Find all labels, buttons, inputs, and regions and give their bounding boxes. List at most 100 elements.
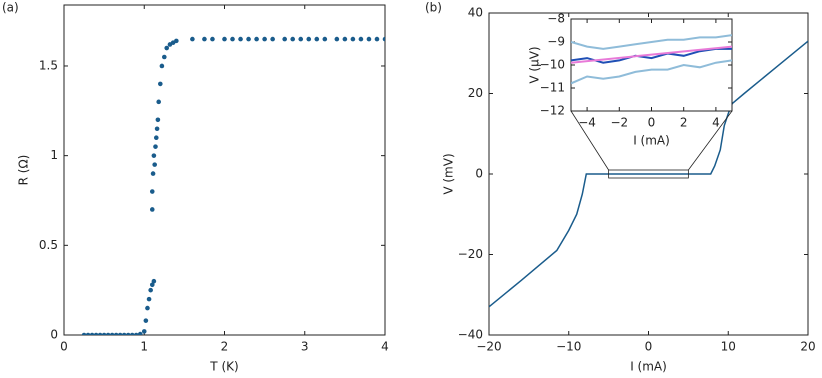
y-tick-label: −11	[540, 81, 565, 95]
y-tick-label: −12	[540, 104, 565, 118]
zoom-box	[608, 169, 689, 179]
data-point	[121, 332, 127, 335]
data-point	[155, 117, 161, 123]
data-point	[158, 81, 163, 87]
x-axis-label: I (mA)	[633, 134, 670, 148]
data-point	[374, 36, 380, 42]
y-tick-label: −8	[547, 12, 565, 26]
y-tick-label: 0	[475, 167, 483, 181]
x-tick-label: 10	[721, 340, 736, 354]
data-point	[306, 36, 312, 42]
data-line	[571, 47, 732, 64]
zoom-connector	[688, 110, 733, 171]
data-point	[81, 332, 87, 335]
data-point	[202, 36, 207, 42]
x-tick-label: 20	[800, 340, 815, 354]
data-point	[350, 36, 356, 42]
data-point	[143, 318, 149, 323]
x-tick-label: 0	[645, 340, 653, 354]
y-axis-label: V (μV)	[528, 46, 542, 83]
data-point	[190, 36, 195, 42]
data-point	[342, 36, 348, 42]
data-point	[246, 36, 251, 42]
x-tick-label: 0	[648, 116, 656, 130]
data-point	[137, 331, 143, 335]
data-point	[153, 144, 158, 149]
plot-area	[63, 4, 386, 336]
data-point	[85, 332, 91, 335]
data-point	[282, 36, 287, 42]
data-point	[366, 36, 372, 42]
data-point	[129, 332, 135, 335]
data-point	[314, 36, 320, 42]
data-point	[93, 332, 99, 335]
data-point	[159, 63, 165, 69]
x-tick-label: 2	[680, 116, 688, 130]
data-point	[382, 36, 385, 42]
data-point	[141, 329, 147, 334]
panel-label: (b)	[425, 1, 442, 15]
y-tick-label: −20	[458, 247, 483, 261]
data-point	[150, 171, 156, 176]
data-point	[105, 332, 111, 335]
y-tick-label: −9	[547, 35, 565, 49]
y-tick-label: 1	[50, 148, 58, 162]
data-point	[222, 36, 227, 42]
data-point	[101, 332, 107, 335]
zoom-connector	[570, 110, 609, 171]
y-tick-label: 0	[50, 328, 58, 342]
axes: −4 −2 0 2 4 −12 −11 −10 −9 −8 I (mA) V (μV)	[528, 12, 733, 148]
data-point	[146, 296, 152, 302]
x-tick-label: 1	[140, 340, 148, 354]
y-axis-label: R (Ω)	[17, 155, 31, 186]
data-point	[230, 36, 235, 42]
data-point	[149, 189, 155, 194]
data-point	[298, 36, 304, 42]
data-point	[210, 36, 215, 42]
x-tick-label: 2	[221, 340, 229, 354]
y-tick-label: −40	[458, 328, 483, 342]
data-point	[358, 36, 364, 42]
data-point	[238, 36, 243, 42]
data-point	[148, 287, 153, 293]
data-point	[153, 135, 159, 141]
marks	[571, 34, 732, 85]
data-point	[145, 305, 150, 311]
data-point	[89, 332, 95, 335]
data-point	[97, 332, 103, 335]
y-axis-label: V (mV)	[442, 153, 456, 194]
data-point	[149, 282, 155, 288]
x-axis-label: I (mA)	[630, 360, 667, 374]
data-point	[262, 36, 267, 42]
data-point	[117, 332, 123, 335]
y-tick-label: 20	[468, 86, 483, 100]
data-point	[151, 278, 157, 284]
marks	[489, 40, 808, 308]
axes: (a) 0 1 2 3 4 0 0.5 1 1.5 T (K) R (Ω)	[2, 1, 389, 374]
x-tick-label: −4	[578, 116, 596, 130]
data-point	[133, 332, 139, 335]
y-tick-label: −10	[540, 58, 565, 72]
x-tick-label: 4	[381, 340, 389, 354]
data-point	[174, 38, 179, 44]
data-point	[149, 207, 155, 212]
x-axis-label: T (K)	[209, 360, 238, 374]
data-line	[489, 40, 808, 308]
data-point	[290, 36, 296, 42]
data-point	[254, 36, 259, 42]
y-tick-label: 40	[468, 6, 483, 20]
data-point	[109, 332, 115, 335]
data-point	[156, 99, 161, 105]
x-tick-label: −2	[610, 116, 628, 130]
panel-label: (a)	[2, 1, 19, 15]
data-point	[113, 332, 119, 335]
data-point	[322, 36, 328, 42]
x-tick-label: −20	[476, 340, 501, 354]
data-point	[164, 45, 170, 51]
x-tick-label: 0	[60, 340, 68, 354]
data-point	[151, 153, 157, 158]
y-tick-label: 1.5	[39, 58, 58, 72]
data-point	[152, 162, 157, 167]
marks	[81, 36, 385, 335]
